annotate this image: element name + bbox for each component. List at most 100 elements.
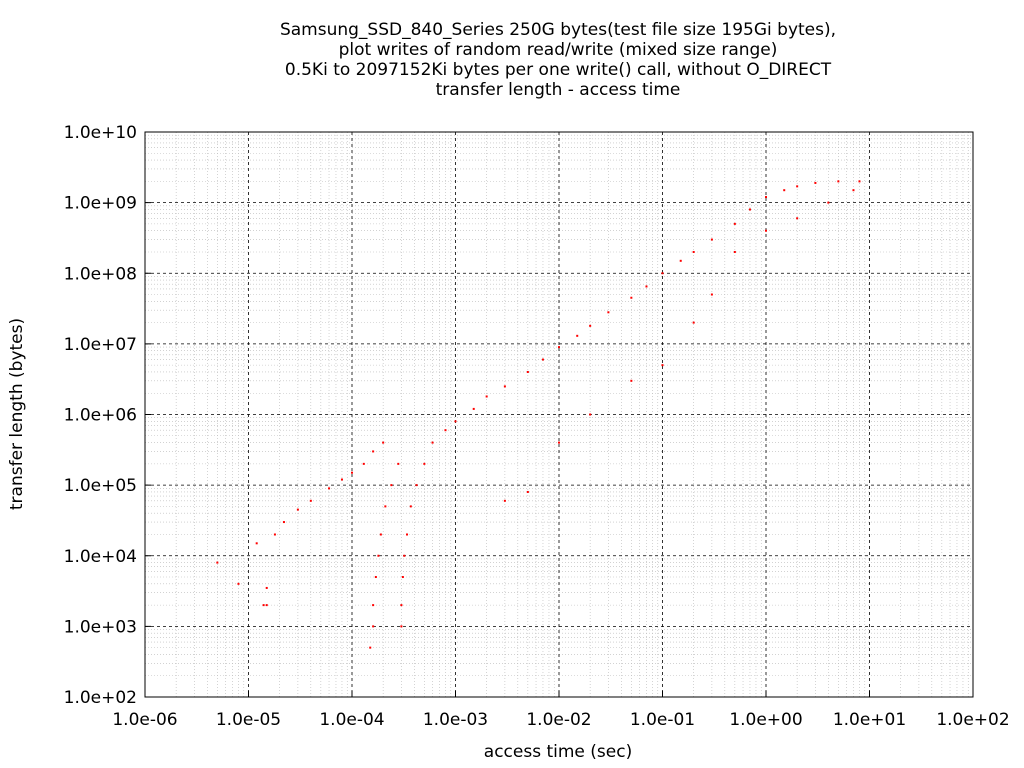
- y-tick-label: 1.0e+08: [64, 264, 137, 284]
- data-point: [526, 490, 529, 493]
- title-line-2: plot writes of random read/write (mixed …: [338, 40, 778, 60]
- data-point: [541, 358, 544, 361]
- y-tick-label: 1.0e+07: [64, 335, 137, 355]
- data-point: [423, 462, 426, 465]
- data-point: [216, 561, 219, 564]
- data-point: [362, 462, 365, 465]
- data-point: [384, 505, 387, 508]
- y-tick-label: 1.0e+09: [64, 194, 137, 214]
- data-point: [645, 285, 648, 288]
- data-point: [390, 484, 393, 487]
- data-point: [837, 180, 840, 183]
- title-line-3: 0.5Ki to 2097152Ki bytes per one write()…: [284, 60, 832, 80]
- data-point: [558, 441, 560, 444]
- data-point: [282, 521, 285, 524]
- data-point: [733, 222, 736, 225]
- data-point: [340, 478, 343, 481]
- data-point: [372, 625, 375, 628]
- data-point: [733, 250, 736, 253]
- data-point: [265, 586, 268, 589]
- title-line-1: Samsung_SSD_840_Series 250G bytes(test f…: [279, 20, 837, 40]
- grid: [145, 132, 973, 697]
- data-point: [589, 413, 592, 416]
- data-point: [255, 542, 258, 545]
- data-point: [503, 385, 506, 388]
- x-tick-label: 1.0e-01: [630, 710, 695, 730]
- data-point: [679, 259, 682, 262]
- data-point: [444, 429, 447, 432]
- x-tick-label: 1.0e-02: [526, 710, 591, 730]
- data-point: [379, 533, 382, 536]
- data-point: [710, 238, 713, 241]
- data-point: [852, 189, 855, 192]
- x-axis-label: access time (sec): [484, 742, 632, 762]
- data-point: [400, 625, 403, 628]
- x-tick-label: 1.0e+02: [936, 710, 1009, 730]
- data-point: [382, 441, 385, 444]
- y-axis-label: transfer length (bytes): [7, 318, 27, 510]
- data-point: [630, 379, 633, 382]
- y-tick-label: 1.0e+04: [64, 547, 137, 567]
- x-axis-ticks: 1.0e-06 1.0e-05 1.0e-04 1.0e-03 1.0e-02 1.0e-…: [112, 691, 1010, 730]
- data-point: [526, 370, 529, 373]
- x-tick-label: 1.0e-06: [112, 710, 177, 730]
- data-point: [765, 196, 767, 199]
- data-point: [827, 201, 830, 204]
- data-point: [415, 484, 418, 487]
- data-point: [237, 582, 240, 585]
- data-point: [372, 604, 375, 607]
- data-point: [661, 272, 664, 275]
- y-tick-label: 1.0e+05: [64, 476, 137, 496]
- x-tick-label: 1.0e-04: [319, 710, 384, 730]
- data-point: [265, 604, 268, 607]
- y-tick-label: 1.0e+03: [64, 617, 137, 637]
- x-tick-label: 1.0e+00: [729, 710, 802, 730]
- chart-title: Samsung_SSD_840_Series 250G bytes(test f…: [0, 20, 1024, 100]
- x-tick-label: 1.0e+01: [833, 710, 906, 730]
- data-point: [692, 250, 695, 253]
- data-point: [858, 180, 861, 183]
- data-point: [406, 533, 409, 536]
- data-point: [796, 185, 799, 188]
- data-point: [431, 441, 434, 444]
- x-tick-label: 1.0e-05: [216, 710, 281, 730]
- y-tick-label: 1.0e+06: [64, 406, 137, 426]
- y-tick-label: 1.0e+02: [64, 688, 137, 708]
- data-point: [485, 395, 488, 398]
- data-point: [630, 296, 633, 299]
- x-tick-label: 1.0e-03: [423, 710, 488, 730]
- data-point: [400, 604, 403, 607]
- data-point: [262, 604, 265, 607]
- data-point: [296, 508, 299, 511]
- data-point: [309, 499, 312, 502]
- y-tick-label: 1.0e+10: [64, 123, 137, 143]
- data-point: [372, 450, 375, 453]
- data-point: [273, 533, 276, 536]
- data-point: [748, 208, 751, 211]
- data-point: [401, 576, 404, 579]
- data-point: [403, 554, 406, 557]
- y-axis-ticks: 1.0e+02 1.0e+03 1.0e+04 1.0e+05 1.0e+06 1.0e+…: [64, 123, 151, 708]
- data-point: [397, 462, 400, 465]
- data-point: [503, 499, 506, 502]
- data-point: [796, 217, 799, 220]
- data-point: [783, 189, 786, 192]
- data-points: [216, 180, 861, 649]
- data-point: [814, 181, 817, 184]
- title-line-4: transfer length - access time: [435, 80, 681, 100]
- data-point: [369, 646, 372, 649]
- data-point: [374, 576, 377, 579]
- data-point: [589, 324, 592, 327]
- data-point: [576, 334, 579, 337]
- data-point: [692, 321, 695, 324]
- data-point: [328, 487, 331, 490]
- data-point: [765, 229, 767, 232]
- data-point: [409, 505, 412, 508]
- data-point: [351, 471, 353, 474]
- data-point: [710, 293, 713, 296]
- data-point: [607, 311, 610, 314]
- data-point: [377, 554, 380, 557]
- data-point: [454, 420, 457, 423]
- data-point: [472, 407, 475, 410]
